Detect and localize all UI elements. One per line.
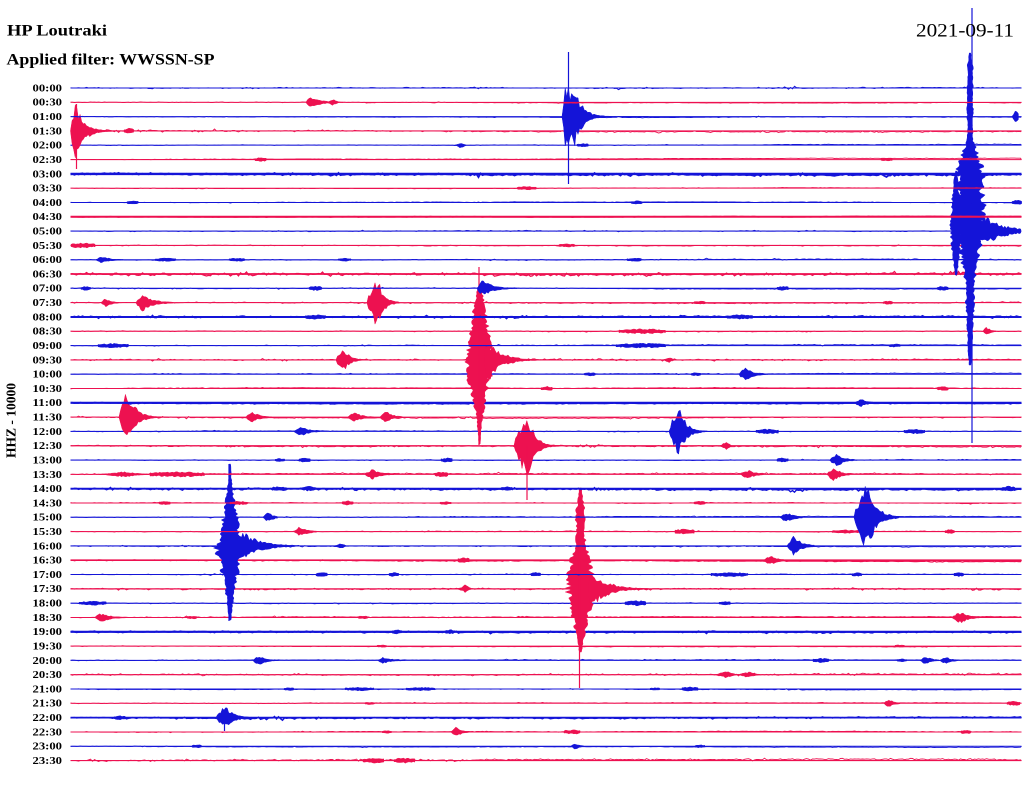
svg-text:20:30: 20:30	[33, 670, 63, 681]
svg-text:00:30: 00:30	[33, 98, 63, 109]
svg-text:10:30: 10:30	[33, 384, 63, 395]
svg-text:HP Loutraki: HP Loutraki	[7, 23, 108, 40]
svg-text:14:30: 14:30	[33, 498, 63, 509]
svg-text:01:00: 01:00	[33, 112, 63, 123]
svg-text:02:30: 02:30	[33, 155, 63, 166]
svg-text:17:30: 17:30	[33, 584, 63, 595]
svg-text:11:30: 11:30	[33, 413, 63, 424]
svg-text:2021-09-11: 2021-09-11	[916, 22, 1014, 42]
svg-text:03:30: 03:30	[33, 184, 63, 195]
svg-text:14:00: 14:00	[33, 484, 63, 495]
svg-text:07:00: 07:00	[33, 284, 63, 295]
svg-text:04:00: 04:00	[33, 198, 63, 209]
svg-text:13:30: 13:30	[33, 470, 63, 481]
svg-text:23:00: 23:00	[33, 742, 63, 753]
svg-text:23:30: 23:30	[33, 756, 63, 767]
svg-text:Applied filter: WWSSN-SP: Applied filter: WWSSN-SP	[7, 52, 216, 69]
svg-text:20:00: 20:00	[33, 656, 63, 667]
svg-text:06:30: 06:30	[33, 269, 63, 280]
svg-text:07:30: 07:30	[33, 298, 63, 309]
svg-text:05:00: 05:00	[33, 227, 63, 238]
svg-text:10:00: 10:00	[33, 370, 63, 381]
svg-text:06:00: 06:00	[33, 255, 63, 266]
svg-text:00:00: 00:00	[33, 83, 63, 94]
svg-text:15:30: 15:30	[33, 527, 63, 538]
svg-text:HHZ - 10000: HHZ - 10000	[5, 383, 20, 458]
svg-text:05:30: 05:30	[33, 241, 63, 252]
svg-text:03:00: 03:00	[33, 169, 63, 180]
svg-text:08:00: 08:00	[33, 312, 63, 323]
svg-text:21:00: 21:00	[33, 684, 63, 695]
svg-text:04:30: 04:30	[33, 212, 63, 223]
svg-text:21:30: 21:30	[33, 699, 63, 710]
svg-text:22:00: 22:00	[33, 713, 63, 724]
svg-text:02:00: 02:00	[33, 141, 63, 152]
svg-text:18:30: 18:30	[33, 613, 63, 624]
svg-text:22:30: 22:30	[33, 727, 63, 738]
svg-text:18:00: 18:00	[33, 599, 63, 610]
svg-text:01:30: 01:30	[33, 126, 63, 137]
svg-text:08:30: 08:30	[33, 327, 63, 338]
svg-text:09:30: 09:30	[33, 355, 63, 366]
svg-text:17:00: 17:00	[33, 570, 63, 581]
svg-text:09:00: 09:00	[33, 341, 63, 352]
svg-text:12:00: 12:00	[33, 427, 63, 438]
svg-text:19:00: 19:00	[33, 627, 63, 638]
svg-text:16:00: 16:00	[33, 541, 63, 552]
svg-text:19:30: 19:30	[33, 642, 63, 653]
svg-text:15:00: 15:00	[33, 513, 63, 524]
svg-text:11:00: 11:00	[33, 398, 63, 409]
svg-text:12:30: 12:30	[33, 441, 63, 452]
svg-text:13:00: 13:00	[33, 456, 63, 467]
svg-text:16:30: 16:30	[33, 556, 63, 567]
